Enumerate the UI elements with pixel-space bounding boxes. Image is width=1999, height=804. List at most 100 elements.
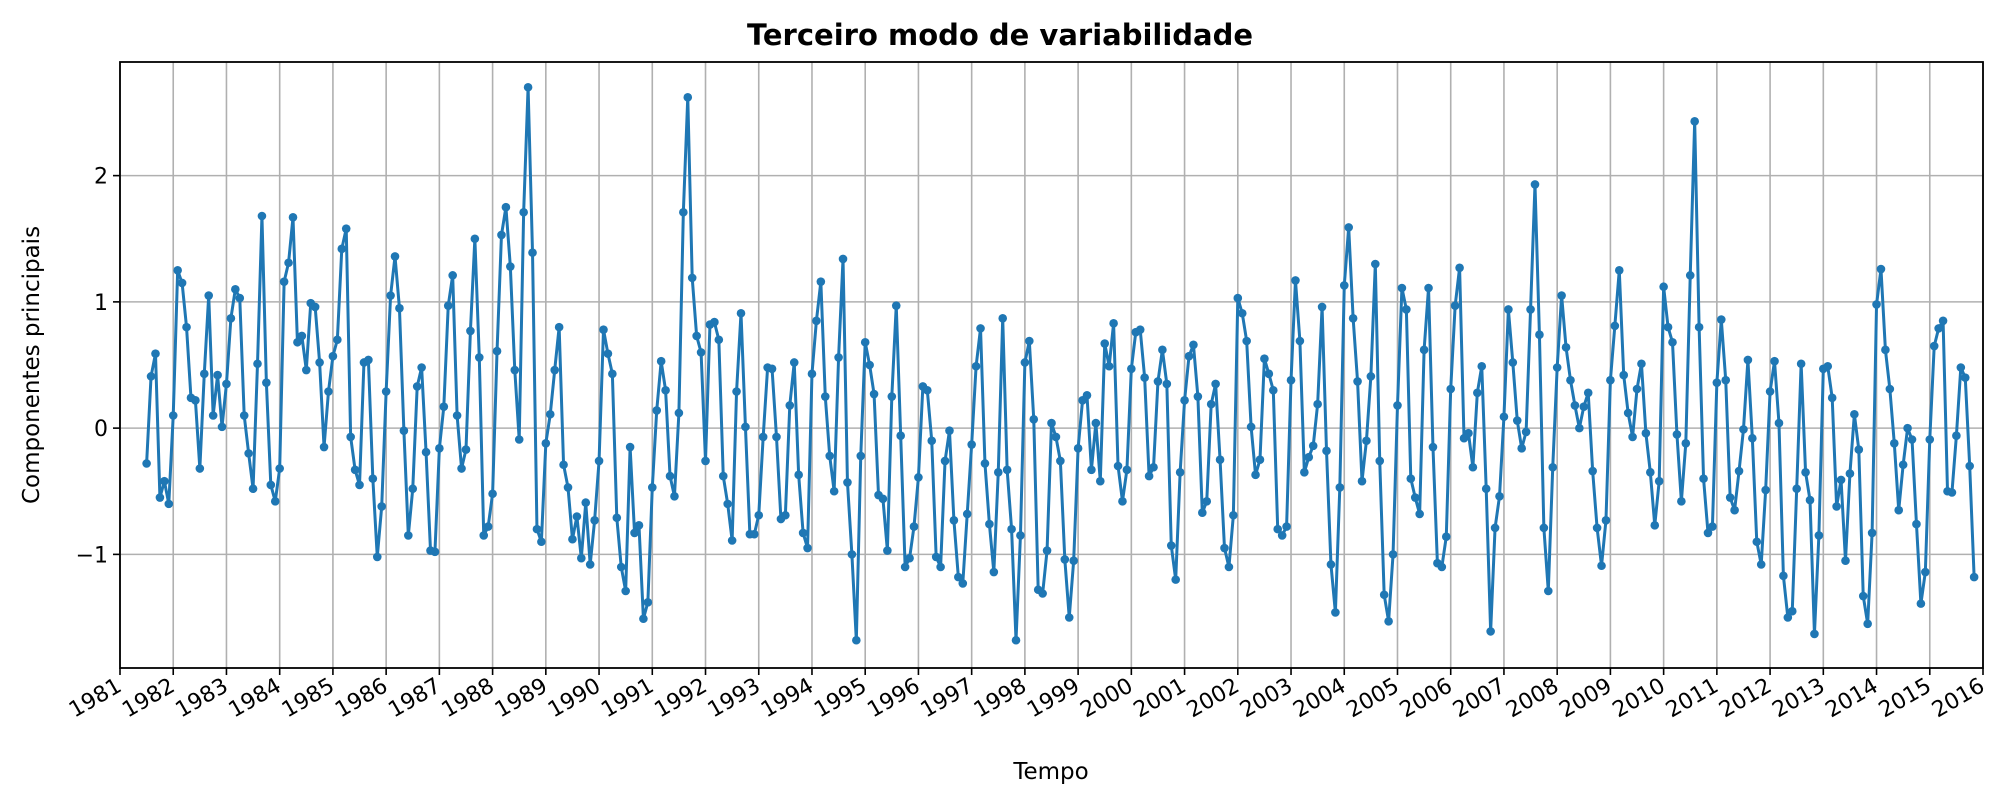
- data-point: [559, 460, 568, 470]
- data-point: [1765, 387, 1775, 396]
- data-point: [541, 438, 551, 448]
- data-point: [1251, 470, 1260, 480]
- data-point: [492, 346, 502, 356]
- data-point: [208, 411, 218, 420]
- data-point: [767, 364, 777, 374]
- data-point: [789, 358, 799, 367]
- data-point: [501, 202, 511, 212]
- data-point: [878, 494, 888, 504]
- data-point: [954, 572, 963, 582]
- data-point: [887, 392, 897, 401]
- data-point: [1730, 505, 1739, 515]
- data-point: [1539, 523, 1549, 533]
- data-point: [266, 480, 276, 490]
- data-point: [572, 512, 582, 521]
- data-point: [998, 313, 1008, 323]
- data-point: [1903, 423, 1912, 433]
- data-point: [1721, 375, 1731, 385]
- data-point: [284, 258, 293, 268]
- data-point: [1725, 493, 1735, 502]
- data-point: [891, 301, 901, 310]
- data-point: [1162, 379, 1172, 389]
- data-point: [372, 552, 382, 562]
- data-point: [594, 456, 604, 466]
- data-point: [514, 435, 524, 444]
- data-point: [1446, 384, 1456, 394]
- data-point: [1694, 322, 1704, 332]
- data-point: [781, 510, 790, 520]
- data-point: [599, 325, 608, 334]
- data-point: [590, 515, 599, 525]
- data-point: [1246, 422, 1256, 432]
- data-point: [754, 510, 764, 520]
- data-point: [404, 531, 413, 540]
- data-point: [328, 351, 338, 361]
- data-point: [1921, 567, 1930, 577]
- data-point: [603, 349, 613, 358]
- data-point: [279, 277, 289, 286]
- data-point: [275, 464, 284, 473]
- data-point: [1668, 337, 1677, 347]
- data-point: [736, 308, 746, 318]
- data-point: [146, 372, 156, 381]
- data-point: [869, 389, 879, 399]
- data-point: [1823, 361, 1833, 371]
- data-point: [1175, 468, 1185, 477]
- data-point: [1934, 324, 1943, 333]
- data-point: [958, 579, 968, 588]
- data-point: [1264, 369, 1274, 379]
- data-point: [563, 483, 573, 492]
- data-point: [168, 411, 178, 420]
- data-point: [386, 291, 395, 300]
- data-point: [710, 317, 719, 327]
- data-point: [1779, 571, 1788, 581]
- data-point: [1792, 484, 1801, 494]
- data-point: [474, 353, 484, 362]
- data-point: [443, 301, 453, 310]
- data-point: [1029, 414, 1039, 424]
- data-point: [985, 519, 994, 529]
- data-point: [1140, 373, 1149, 382]
- data-point: [1739, 425, 1748, 434]
- data-point: [807, 369, 817, 379]
- data-point: [696, 348, 706, 357]
- data-point: [820, 392, 830, 401]
- data-point: [1260, 354, 1269, 363]
- data-point: [177, 278, 187, 288]
- data-point: [226, 313, 236, 323]
- data-point: [288, 212, 298, 222]
- data-point: [1025, 336, 1034, 346]
- data-point: [1087, 465, 1096, 475]
- data-point: [1530, 180, 1540, 189]
- data-point: [1495, 492, 1504, 501]
- data-point: [519, 207, 528, 217]
- data-point: [1371, 259, 1380, 269]
- data-point: [803, 543, 812, 553]
- data-point: [1770, 356, 1779, 366]
- data-point: [1646, 468, 1655, 477]
- data-point: [1450, 301, 1460, 310]
- data-point: [1397, 283, 1407, 293]
- data-point: [1424, 283, 1433, 293]
- data-point: [1237, 308, 1247, 318]
- data-point: [1734, 466, 1744, 476]
- data-point: [1100, 339, 1110, 348]
- data-point: [550, 365, 559, 375]
- data-point: [1016, 531, 1025, 540]
- data-point: [1561, 343, 1571, 352]
- data-point: [1508, 358, 1518, 367]
- data-point: [457, 464, 466, 473]
- y-tick-label: 1: [94, 291, 108, 316]
- data-point: [1189, 340, 1198, 350]
- data-point: [1317, 302, 1327, 312]
- data-point: [452, 411, 462, 420]
- data-point: [182, 322, 191, 332]
- data-point: [1606, 375, 1615, 385]
- data-point: [1291, 276, 1300, 285]
- data-point: [262, 378, 271, 387]
- data-point: [364, 355, 373, 365]
- data-point: [1051, 432, 1061, 442]
- data-point: [1969, 572, 1979, 582]
- data-point: [1020, 358, 1030, 367]
- data-point: [834, 353, 843, 362]
